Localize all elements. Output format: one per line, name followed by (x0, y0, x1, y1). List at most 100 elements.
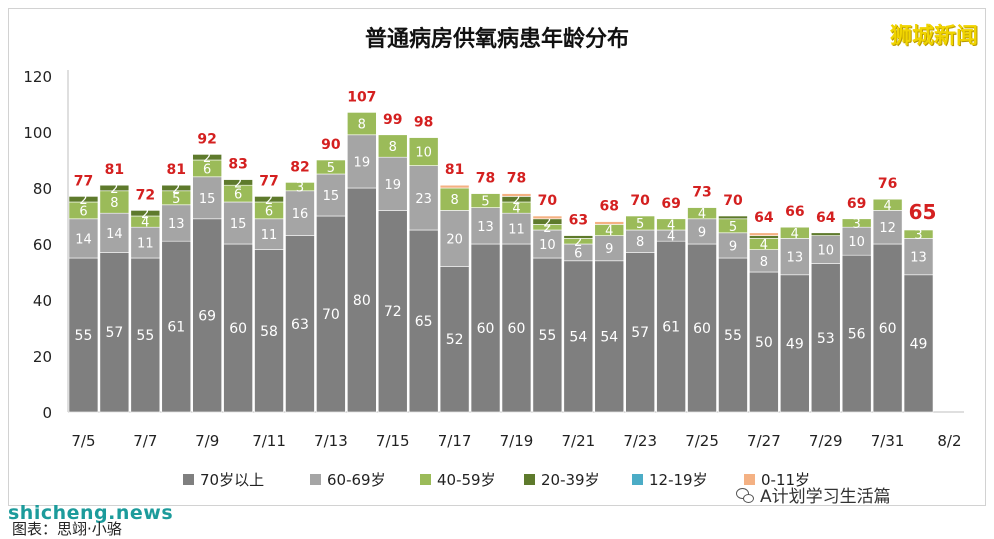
segment-label: 60 (693, 321, 711, 337)
wechat-account-name: A计划学习生活篇 (760, 487, 891, 507)
bar-segment (377, 210, 408, 413)
total-label: 64 (754, 210, 774, 226)
total-label: 72 (136, 187, 155, 203)
x-tick-label: 7/25 (685, 432, 719, 450)
bar-segment (656, 240, 686, 413)
legend-swatch (632, 474, 643, 485)
segment-label: 72 (384, 304, 402, 320)
bar-segment (161, 240, 192, 413)
total-label: 76 (878, 176, 897, 192)
segment-label: 15 (230, 217, 247, 232)
segment-label: 6 (203, 162, 211, 177)
x-tick-label: 8/2 (937, 432, 961, 450)
legend-swatch (420, 474, 431, 485)
legend-label: 60-69岁 (327, 471, 386, 489)
segment-label: 49 (786, 336, 804, 352)
bar-segment (872, 198, 903, 211)
x-tick-label: 7/13 (314, 432, 348, 450)
bar-segment (780, 226, 810, 239)
segment-label: 63 (291, 317, 309, 333)
segment-label: 6 (265, 204, 273, 219)
bar-segment (810, 263, 841, 413)
bar-segment (687, 218, 717, 245)
total-label: 82 (290, 159, 309, 175)
segment-label: 2 (79, 193, 87, 208)
segment-label: 3 (914, 228, 922, 243)
segment-label: 19 (354, 155, 371, 170)
segment-label: 8 (450, 193, 458, 208)
bar-segment (625, 252, 655, 413)
source-credit: 图表：思翊·小骆 (12, 520, 122, 538)
legend-swatch (524, 474, 535, 485)
legend-item: 60-69岁 (310, 471, 386, 489)
legend-label: 40-59岁 (437, 471, 496, 489)
legend-item: 20-39岁 (524, 471, 600, 489)
segment-label: 9 (729, 239, 737, 254)
total-label: 64 (816, 210, 836, 226)
bar-segment (285, 190, 315, 236)
y-tick-label: 40 (33, 292, 52, 310)
segment-label: 2 (512, 193, 520, 208)
bar-segment (285, 235, 315, 413)
bar-segment (501, 193, 532, 197)
chart-title: 普通病房供氧病患年龄分布 (365, 26, 629, 52)
segment-label: 2 (172, 182, 180, 197)
bar-segment (903, 274, 934, 413)
bar-segment (68, 196, 99, 203)
bar-segment (223, 201, 253, 245)
segment-label: 2 (110, 182, 118, 197)
total-label: 81 (105, 162, 124, 178)
bar-segment (408, 137, 439, 166)
segment-label: 8 (389, 140, 397, 155)
bar-segment (470, 243, 501, 413)
segment-label: 8 (358, 118, 366, 133)
bar-segment (656, 218, 686, 231)
x-tick-label: 7/29 (809, 432, 843, 450)
bar-segment (316, 173, 346, 217)
bar-segment (532, 229, 563, 259)
y-tick-label: 80 (33, 180, 52, 198)
segment-label: 54 (569, 329, 587, 345)
segment-label: 4 (512, 202, 520, 217)
bar-segment (223, 179, 253, 186)
x-tick-label: 7/19 (500, 432, 534, 450)
segment-label: 54 (600, 329, 618, 345)
segment-label: 13 (787, 251, 804, 266)
segment-label: 12 (879, 221, 896, 236)
legend-label: 0-11岁 (761, 471, 810, 489)
y-tick-label: 0 (42, 404, 52, 422)
bar-segment (254, 218, 284, 250)
segment-label: 10 (817, 244, 834, 259)
segment-label: 4 (791, 227, 799, 242)
segment-label: 5 (481, 195, 489, 210)
legend-label: 20-39岁 (541, 471, 600, 489)
total-label: 78 (476, 171, 495, 187)
wechat-watermark: A计划学习生活篇 (736, 482, 891, 507)
segment-label: 60 (229, 321, 247, 337)
total-label: 92 (197, 131, 216, 147)
bar-segment (408, 165, 439, 231)
legend: 70岁以上 60-69岁 40-59岁 20-39岁 12-19岁 0-11岁 (183, 471, 810, 489)
x-tick-label: 7/7 (133, 432, 157, 450)
bar-segment (316, 159, 346, 175)
segment-label: 60 (879, 321, 897, 337)
bar-segment (563, 260, 594, 413)
segment-label: 14 (75, 232, 92, 247)
segment-label: 3 (296, 181, 304, 196)
total-label: 77 (74, 173, 93, 189)
segment-label: 4 (883, 199, 891, 214)
total-label: 70 (723, 193, 743, 209)
segment-label: 55 (136, 328, 154, 344)
total-label: 69 (847, 196, 866, 212)
x-tick-label: 7/31 (871, 432, 905, 450)
segment-label: 10 (539, 238, 556, 253)
x-tick-label: 7/17 (438, 432, 472, 450)
segment-label: 70 (322, 307, 340, 323)
bar-segment (563, 235, 594, 239)
segment-label: 16 (292, 207, 309, 222)
segment-label: 2 (543, 216, 551, 231)
segment-label: 5 (172, 192, 180, 207)
y-tick-label: 20 (33, 348, 52, 366)
segment-label: 4 (760, 238, 768, 253)
